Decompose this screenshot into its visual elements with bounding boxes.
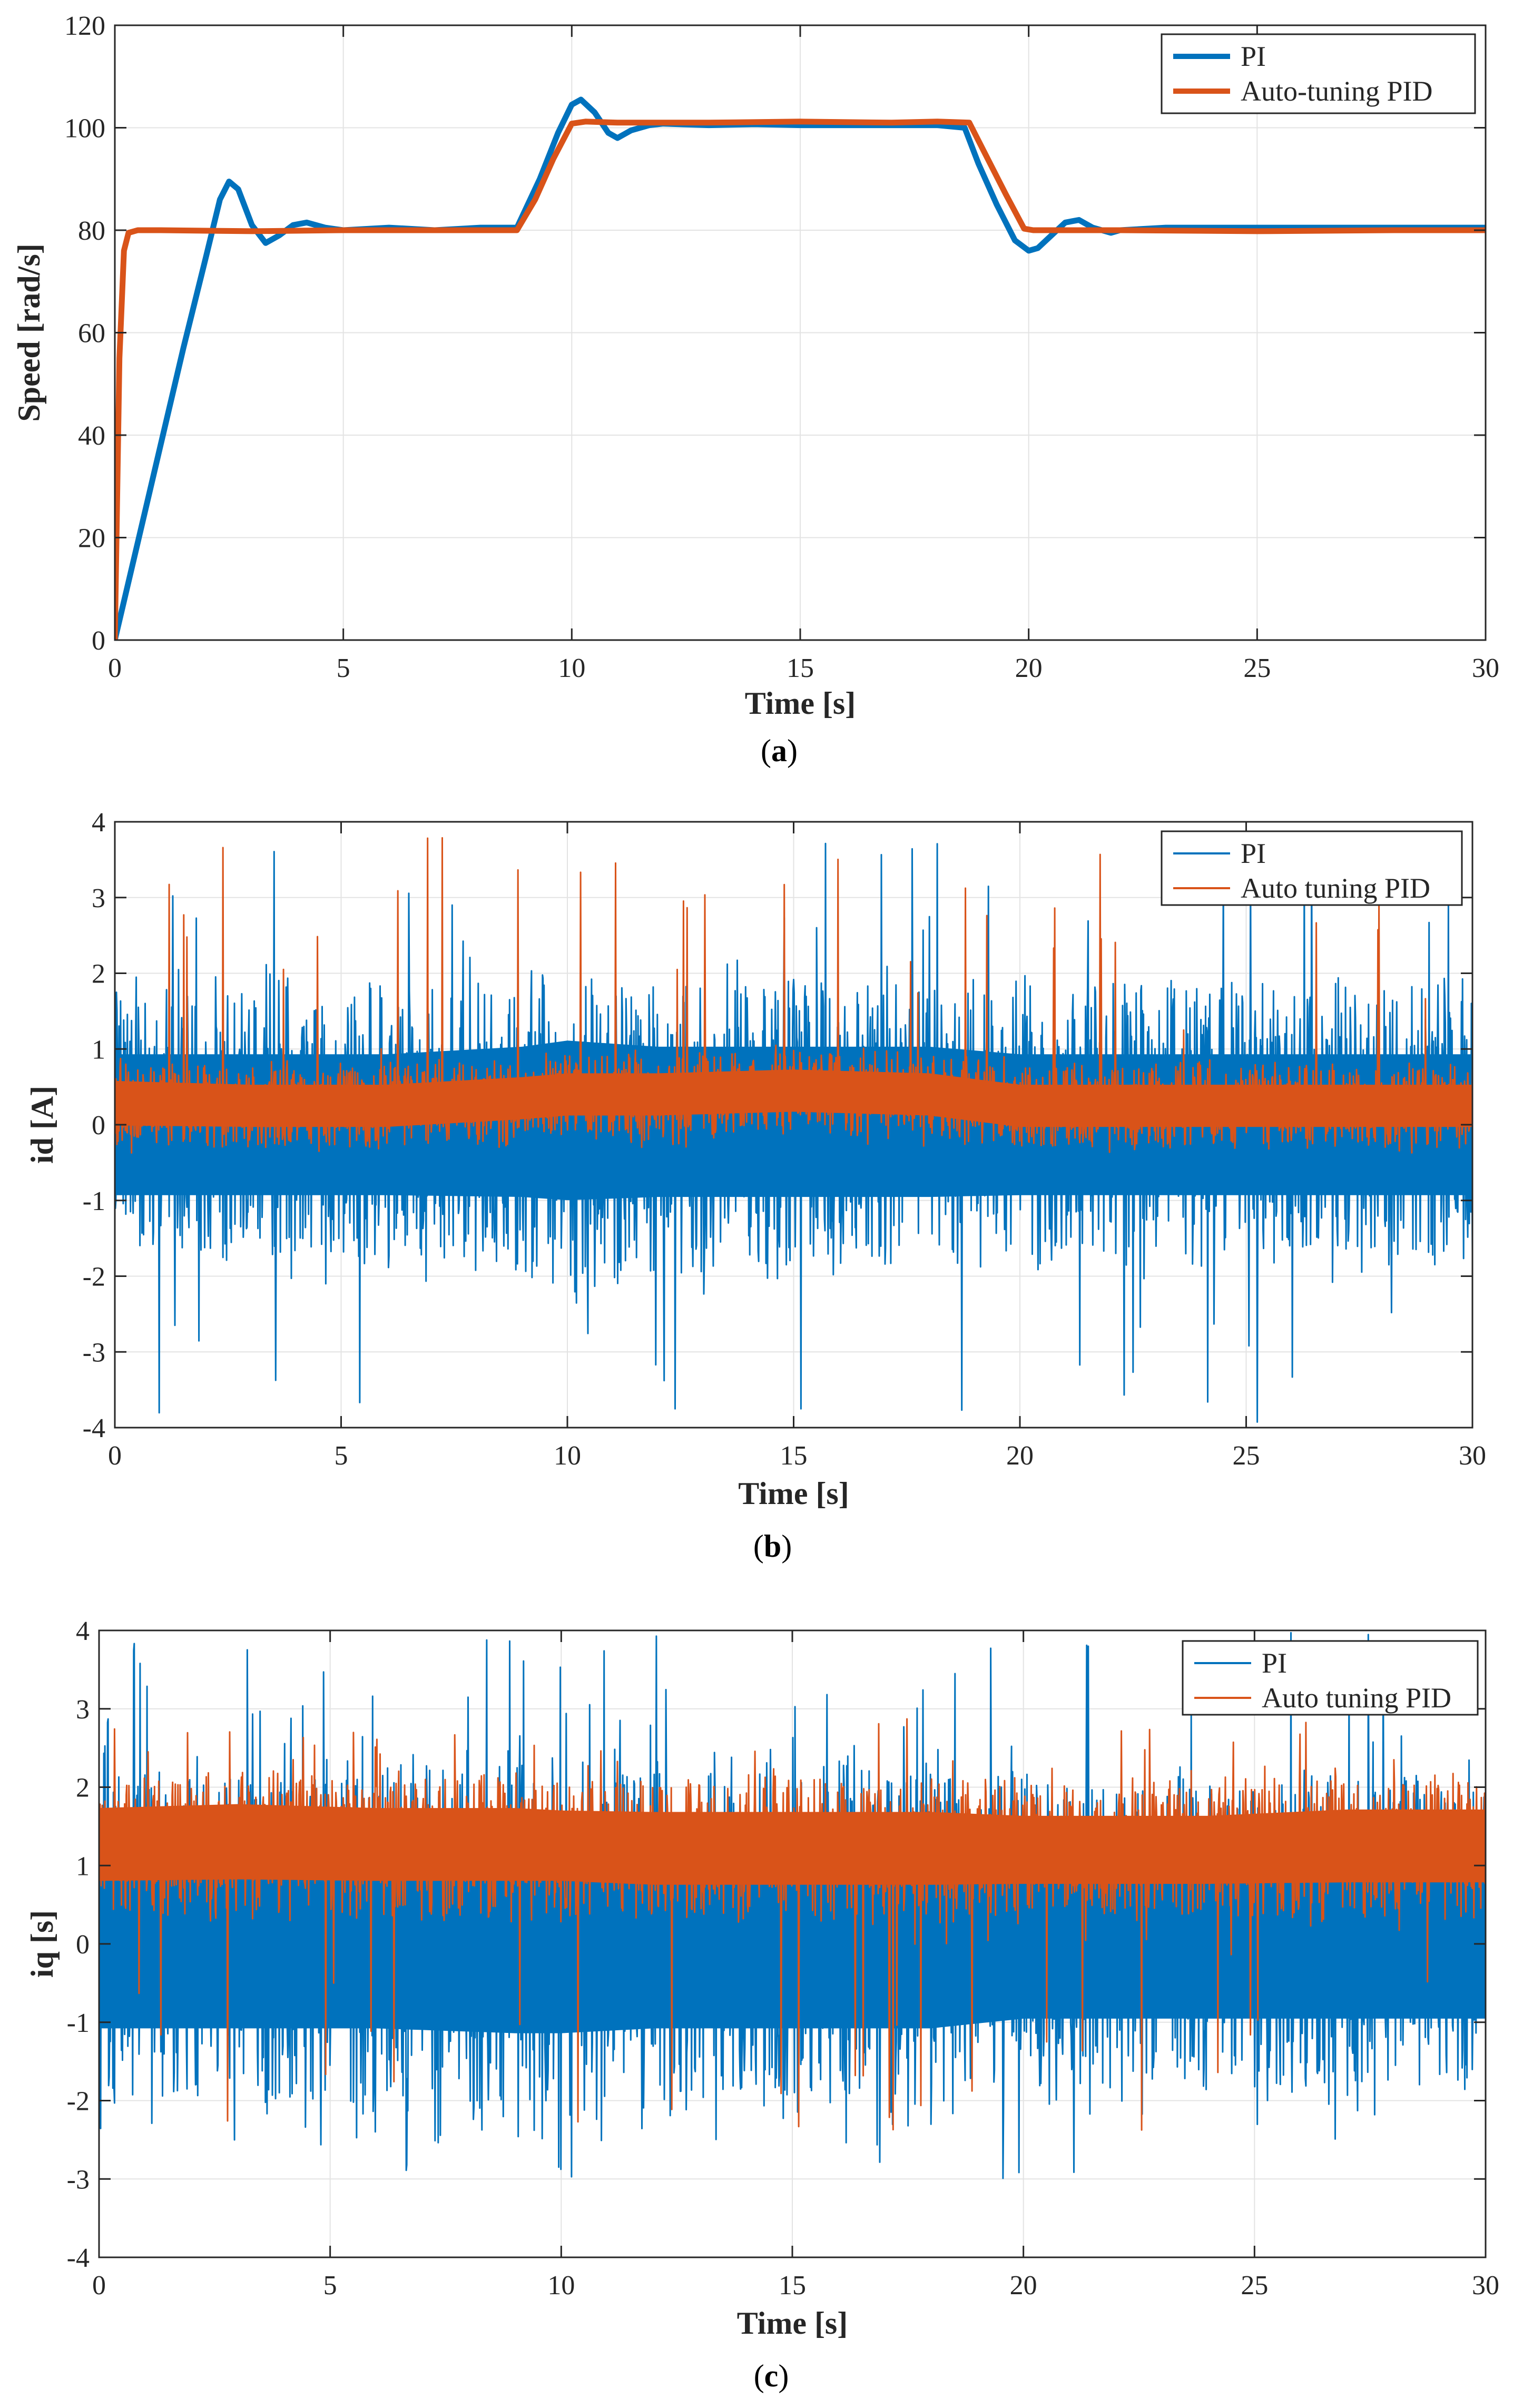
x-axis-label: Time [s] [738, 1476, 849, 1511]
y-tick-label: -2 [83, 1262, 105, 1292]
y-tick-label: -3 [67, 2165, 90, 2195]
panel-caption: (b) [753, 1529, 792, 1564]
y-tick-label: -1 [67, 2008, 90, 2038]
legend-label-pi: PI [1262, 1647, 1287, 1679]
panel-caption-letter: c [764, 2358, 779, 2393]
x-tick-label: 15 [780, 1441, 808, 1471]
chart-panel-a: 0 5 10 15 20 25 30 0 20 40 60 80 100 120 Time [s] Speed… [12, 11, 1499, 768]
series-line-pid [115, 119, 1486, 640]
x-tick-label: 30 [1472, 2271, 1499, 2301]
series-band-pid [115, 1069, 1472, 1127]
x-tick-label: 25 [1241, 2271, 1268, 2301]
x-axis-label: Time [s] [737, 2306, 848, 2341]
x-tick-label: 10 [554, 1441, 581, 1471]
x-tick-label: 5 [337, 653, 350, 683]
x-axis-label: Time [s] [745, 686, 856, 721]
legend-label-pid: Auto-tuning PID [1241, 75, 1433, 107]
y-tick-label: 60 [78, 319, 105, 349]
y-tick-label: 4 [92, 808, 105, 838]
x-tick-label: 5 [323, 2271, 337, 2301]
y-tick-label: -3 [83, 1338, 105, 1368]
legend-label-pi: PI [1241, 41, 1266, 72]
y-tick-label: -4 [83, 1413, 105, 1443]
legend-box [1182, 1640, 1479, 1716]
y-tick-label: 0 [92, 626, 105, 656]
legend-label-pid: Auto tuning PID [1241, 872, 1430, 904]
x-tick-label: 15 [779, 2271, 806, 2301]
y-tick-label: 2 [92, 959, 105, 989]
x-tick-label: 20 [1006, 1441, 1034, 1471]
y-tick-label: 0 [92, 1110, 105, 1141]
chart-panel-c: 0 5 10 15 20 25 30 -4 -3 -2 -1 0 1 2 3 4 Time [s] iq [s] P… [25, 1616, 1499, 2393]
x-tick-label: 30 [1472, 653, 1499, 683]
panel-caption-letter: a [771, 733, 787, 768]
x-tick-label: 15 [787, 653, 814, 683]
x-tick-label: 10 [558, 653, 585, 683]
panel-caption: (c) [754, 2358, 789, 2393]
y-tick-label: 0 [76, 1930, 90, 1960]
y-tick-label: -4 [67, 2243, 90, 2273]
data-layer [115, 96, 1486, 640]
x-tick-label: 0 [108, 653, 122, 683]
y-tick-label: 4 [76, 1616, 90, 1646]
x-tick-label: 0 [108, 1441, 122, 1471]
series-band-pid [99, 1804, 1486, 1885]
y-tick-label: 120 [64, 11, 105, 41]
y-tick-label: 40 [78, 421, 105, 451]
x-tick-label: 10 [547, 2271, 575, 2301]
panel-caption: (a) [761, 733, 798, 768]
y-tick-label: 1 [76, 1851, 90, 1881]
y-axis-label: id [A] [25, 1086, 60, 1164]
data-layer [99, 1631, 1486, 2179]
legend-box [1161, 33, 1476, 114]
series-line-pi [115, 96, 1486, 640]
y-tick-label: -1 [83, 1186, 105, 1216]
y-tick-label: 100 [64, 114, 105, 144]
x-tick-label: 25 [1233, 1441, 1260, 1471]
panel-caption-letter: b [764, 1529, 781, 1564]
legend-box [1161, 830, 1463, 906]
y-tick-label: 2 [76, 1773, 90, 1803]
y-tick-label: 80 [78, 216, 105, 246]
y-tick-label: 20 [78, 524, 105, 554]
legend-label-pi: PI [1241, 838, 1266, 869]
y-tick-label: 1 [92, 1035, 105, 1065]
y-tick-label: -2 [67, 2087, 90, 2117]
x-tick-label: 20 [1010, 2271, 1037, 2301]
y-axis-label: Speed [rad/s] [12, 243, 46, 421]
x-tick-label: 20 [1015, 653, 1043, 683]
x-tick-label: 25 [1243, 653, 1271, 683]
x-tick-label: 0 [92, 2271, 106, 2301]
y-tick-label: 3 [76, 1695, 90, 1725]
x-tick-label: 30 [1459, 1441, 1486, 1471]
y-axis-label: iq [s] [25, 1910, 60, 1978]
chart-panel-b: 0 5 10 15 20 25 30 -4 -3 -2 -1 0 1 2 3 4 Time [s] id [A] P… [25, 808, 1486, 1564]
x-tick-label: 5 [335, 1441, 348, 1471]
series-band-pi [99, 1843, 1486, 2033]
legend-label-pid: Auto tuning PID [1262, 1682, 1451, 1714]
data-layer [115, 837, 1472, 1423]
y-tick-label: 3 [92, 883, 105, 913]
